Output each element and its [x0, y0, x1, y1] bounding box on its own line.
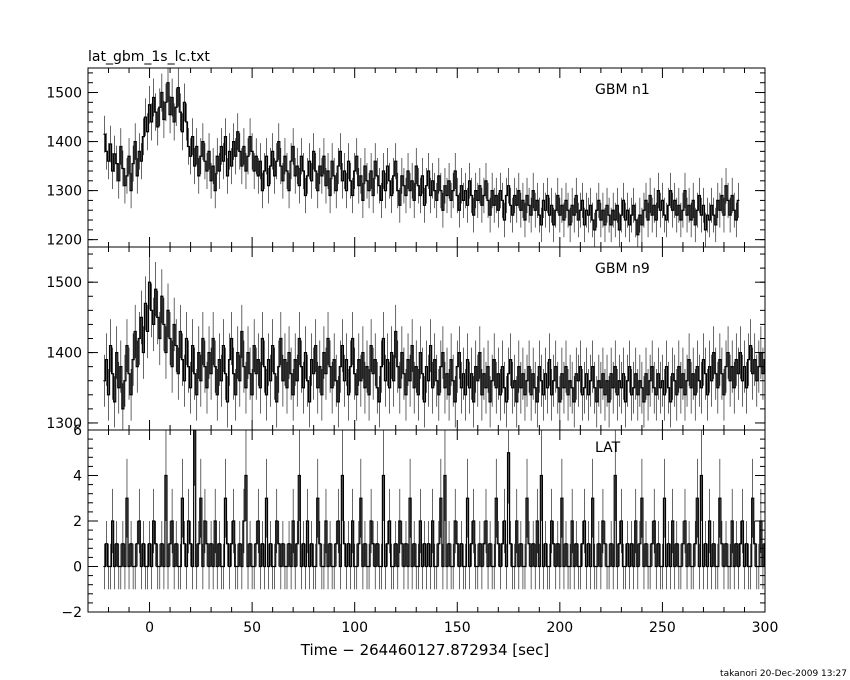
x-tick-label: 50 — [243, 620, 261, 636]
series-line — [103, 281, 765, 410]
y-tick-label: 1400 — [46, 346, 82, 362]
panel-lat: −2 0 2 4 6 LAT — [61, 423, 766, 621]
series-line — [103, 82, 740, 236]
panel-frame — [87, 67, 766, 248]
footer-stamp: takanori 20-Dec-2009 13:27 — [720, 669, 847, 679]
panel-gbm-n1: 1200 1300 1400 1500 GBM n1 — [46, 67, 766, 249]
y-tick-label: 1500 — [46, 275, 82, 291]
y-tick-label: 1300 — [46, 184, 82, 200]
x-tick-label: 300 — [752, 620, 779, 636]
y-tick-label: 4 — [73, 469, 82, 485]
error-bars — [104, 254, 765, 430]
y-tick-label: −2 — [61, 605, 82, 621]
x-tick-label: 250 — [649, 620, 676, 636]
x-tick-label: 100 — [341, 620, 368, 636]
series-line — [103, 430, 765, 568]
x-axis-label: Time − 264460127.872934 [sec] — [300, 641, 550, 659]
x-tick-label: 0 — [145, 620, 154, 636]
y-tick-label: 6 — [73, 423, 82, 439]
y-tick-label: 1500 — [46, 86, 82, 102]
y-tick-label: 0 — [73, 560, 82, 576]
y-tick-label: 2 — [73, 514, 82, 530]
panel-label: GBM n1 — [595, 82, 650, 98]
panel-label: LAT — [595, 440, 621, 456]
x-tick-label: 150 — [444, 620, 471, 636]
plot-title: lat_gbm_1s_lc.txt — [88, 49, 210, 65]
y-tick-label: 1400 — [46, 135, 82, 151]
panel-frame — [87, 246, 766, 431]
panel-gbm-n9: 1300 1400 1500 GBM n9 — [46, 246, 766, 432]
x-tick-label: 200 — [546, 620, 573, 636]
panel-label: GBM n9 — [595, 261, 650, 277]
x-axis: 0 50 100 150 200 250 300 — [145, 620, 778, 636]
y-tick-label: 1300 — [46, 416, 82, 432]
y-tick-label: 1200 — [46, 233, 82, 249]
